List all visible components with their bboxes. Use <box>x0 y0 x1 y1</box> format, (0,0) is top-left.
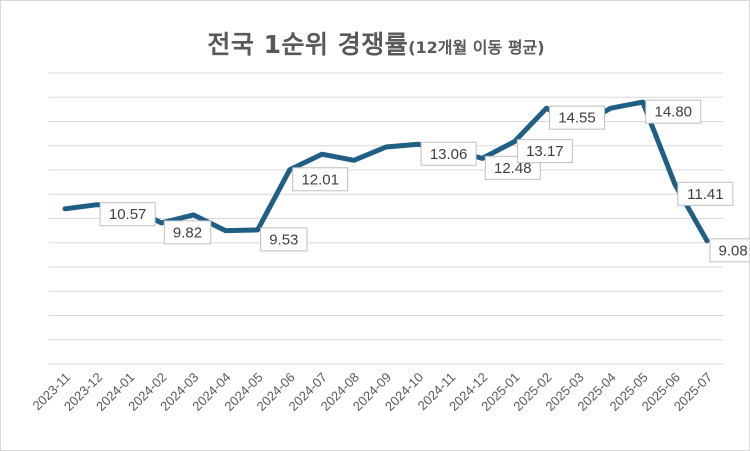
data-label-box <box>677 181 734 206</box>
data-label-text: 12.48 <box>494 160 532 177</box>
gridlines <box>49 72 723 365</box>
data-label: 14.55 <box>548 105 605 130</box>
chart-title-main: 전국 1순위 경쟁률 <box>207 30 409 59</box>
chart-subtitle: (12개월 이동 평균) <box>408 38 545 57</box>
data-label-box <box>260 227 308 252</box>
data-label-text: 13.17 <box>526 143 564 160</box>
data-label-text: 9.53 <box>269 231 298 248</box>
series <box>62 99 710 244</box>
data-label-box <box>292 167 349 192</box>
data-label: 10.57 <box>99 202 156 227</box>
data-label-box <box>420 141 477 166</box>
data-label: 9.82 <box>163 220 212 245</box>
data-label-box <box>645 99 702 124</box>
data-label-box <box>163 220 212 245</box>
data-label-text: 10.57 <box>109 206 147 223</box>
data-label-box <box>548 105 605 130</box>
data-label: 13.06 <box>420 141 477 166</box>
data-label-text: 9.08 <box>719 242 748 259</box>
data-label: 12.01 <box>292 167 349 192</box>
data-label-text: 13.06 <box>430 146 468 163</box>
data-label-text: 12.01 <box>301 171 339 188</box>
data-label-box <box>709 238 749 263</box>
data-label: 11.41 <box>677 181 734 206</box>
data-label-box <box>99 202 156 227</box>
data-label: 9.08 <box>709 238 749 263</box>
data-label: 14.80 <box>645 99 702 124</box>
series-line <box>62 99 710 244</box>
x-axis-tick-labels: 2023-112023-122024-012024-022024-032024-… <box>30 370 716 414</box>
data-label: 9.53 <box>260 227 308 252</box>
data-label-box <box>516 139 573 164</box>
data-label-text: 14.55 <box>558 110 596 127</box>
data-label-text: 14.80 <box>654 104 692 121</box>
chart-title: 전국 1순위 경쟁률(12개월 이동 평균) <box>1 25 749 61</box>
data-label-text: 11.41 <box>687 186 723 203</box>
data-label-text: 9.82 <box>173 224 202 241</box>
data-label: 13.17 <box>516 139 573 164</box>
